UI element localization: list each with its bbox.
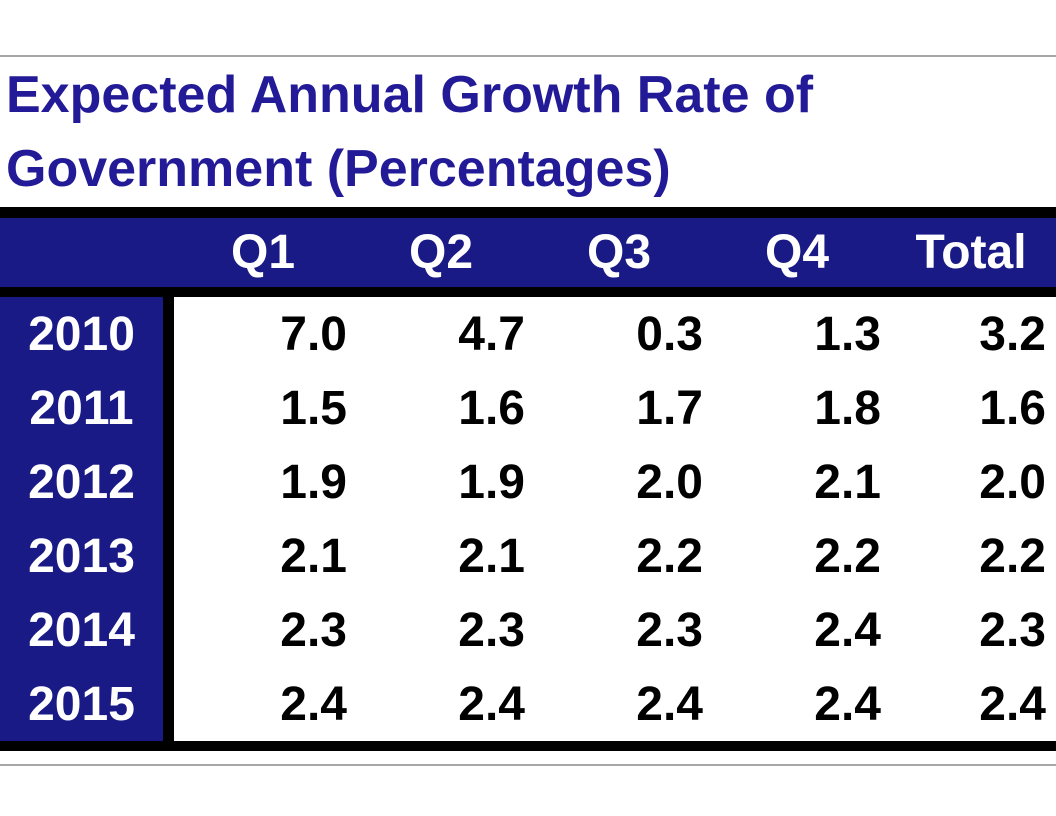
cell-total: 2.0 [886,445,1056,519]
row-header-year: 2010 [0,297,174,371]
cell-q2: 2.1 [352,519,530,593]
cell-q4: 2.2 [708,519,886,593]
top-margin [0,0,1056,55]
table-row: 2014 2.3 2.3 2.3 2.4 2.3 [0,593,1056,667]
column-header-q3: Q3 [586,226,652,279]
cell-total: 2.2 [886,519,1056,593]
table-row: 2013 2.1 2.1 2.2 2.2 2.2 [0,519,1056,593]
cell-q4: 1.3 [708,297,886,371]
cell-q2: 1.9 [352,445,530,519]
column-header-total: Total [915,226,1027,279]
table-title-line2: Government (Percentages) [6,140,671,198]
table-top-rule [0,207,1056,218]
cell-q2: 2.4 [352,667,530,741]
column-header-q4: Q4 [764,226,830,279]
cell-total: 1.6 [886,371,1056,445]
cell-q4: 2.4 [708,667,886,741]
table-row: 2010 7.0 4.7 0.3 1.3 3.2 [0,297,1056,371]
table-body: 2010 7.0 4.7 0.3 1.3 3.2 2011 1.5 1.6 1.… [0,297,1056,741]
table-row: 2015 2.4 2.4 2.4 2.4 2.4 [0,667,1056,741]
cell-q1: 7.0 [174,297,352,371]
row-header-year: 2015 [0,667,174,741]
cell-q3: 2.3 [530,593,708,667]
cell-q3: 2.4 [530,667,708,741]
column-header-blank [0,218,174,287]
row-header-year: 2011 [0,371,174,445]
cell-q2: 2.3 [352,593,530,667]
table-title: Expected Annual Growth Rate of Governmen… [0,57,1056,207]
bottom-gap [0,751,1056,764]
header-bottom-rule [0,287,1056,297]
cell-q3: 2.0 [530,445,708,519]
cell-q1: 2.3 [174,593,352,667]
cell-q3: 0.3 [530,297,708,371]
cell-q4: 2.4 [708,593,886,667]
bottom-hairline [0,764,1056,766]
table-row: 2011 1.5 1.6 1.7 1.8 1.6 [0,371,1056,445]
row-header-year: 2013 [0,519,174,593]
table-row: 2012 1.9 1.9 2.0 2.1 2.0 [0,445,1056,519]
cell-q2: 4.7 [352,297,530,371]
cell-q1: 1.9 [174,445,352,519]
cell-q1: 2.1 [174,519,352,593]
cell-total: 3.2 [886,297,1056,371]
table-header-row: Q1 Q2 Q3 Q4 Total [0,218,1056,287]
row-header-year: 2014 [0,593,174,667]
cell-q3: 1.7 [530,371,708,445]
cell-q1: 2.4 [174,667,352,741]
column-header-q1: Q1 [230,226,296,279]
cell-q4: 2.1 [708,445,886,519]
top-hairline [0,55,1056,57]
cell-q2: 1.6 [352,371,530,445]
table-bottom-rule [0,741,1056,751]
cell-q3: 2.2 [530,519,708,593]
cell-q1: 1.5 [174,371,352,445]
cell-total: 2.3 [886,593,1056,667]
cell-total: 2.4 [886,667,1056,741]
table-title-line1: Expected Annual Growth Rate of [6,66,814,124]
cell-q4: 1.8 [708,371,886,445]
row-header-year: 2012 [0,445,174,519]
column-header-q2: Q2 [408,226,474,279]
